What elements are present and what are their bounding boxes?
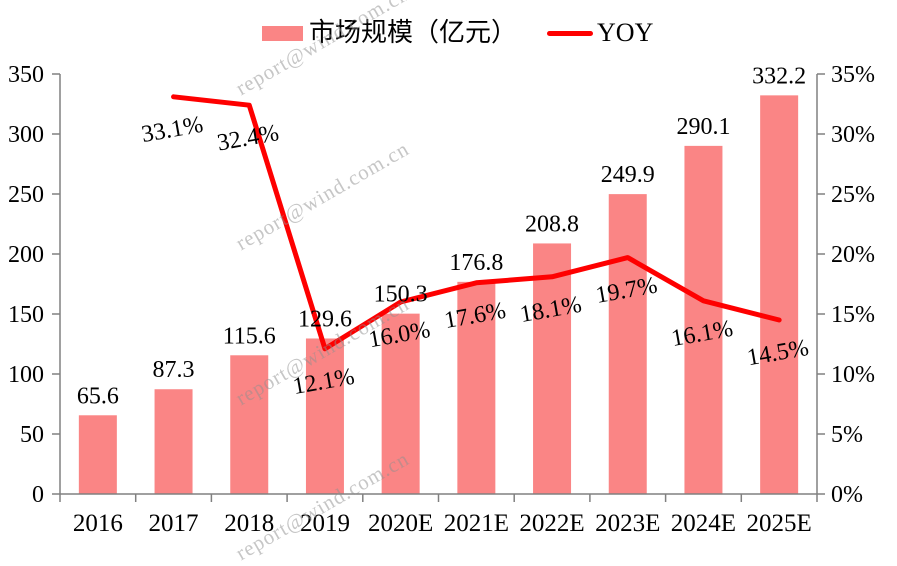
yoy-value-label: 16.0%	[367, 317, 433, 353]
bar-value-label: 87.3	[153, 357, 195, 383]
bar-2022E	[533, 243, 572, 494]
bar-value-label: 249.9	[601, 162, 655, 188]
right-axis-tick-label: 5%	[831, 422, 863, 448]
x-axis-tick-label: 2021E	[444, 510, 509, 537]
yoy-value-label: 16.1%	[669, 316, 735, 352]
left-axis-tick-label: 200	[8, 242, 44, 268]
yoy-value-label: 14.5%	[745, 335, 811, 371]
yoy-value-label: 17.6%	[442, 298, 508, 334]
legend-label-market-size: 市场规模（亿元）	[309, 18, 518, 47]
left-axis-tick-label: 150	[8, 302, 44, 328]
bar-2016	[78, 415, 117, 494]
legend-bar-swatch	[262, 25, 303, 41]
right-axis-tick-label: 25%	[831, 182, 875, 208]
left-axis-tick-label: 300	[8, 122, 44, 148]
x-axis-tick-label: 2022E	[519, 510, 584, 537]
right-axis-tick-label: 0%	[831, 482, 863, 508]
left-axis-tick-label: 350	[8, 62, 44, 88]
yoy-value-label: 32.4%	[215, 120, 281, 156]
bar-value-label: 208.8	[525, 211, 579, 237]
legend: 市场规模（亿元） YOY	[262, 16, 653, 50]
bar-value-label: 176.8	[449, 250, 503, 276]
left-axis-tick-label: 100	[8, 362, 44, 388]
bar-value-label: 150.3	[374, 282, 428, 308]
x-axis-tick-label: 2017	[149, 510, 199, 537]
right-axis-tick-label: 15%	[831, 302, 875, 328]
bar-2023E	[608, 194, 647, 494]
yoy-value-label: 12.1%	[291, 364, 357, 400]
bar-2017	[154, 389, 193, 494]
bar-2021E	[457, 281, 496, 494]
legend-line-swatch	[547, 30, 594, 36]
bar-2020E	[381, 313, 420, 494]
x-axis-tick-label: 2025E	[747, 510, 812, 537]
right-axis-tick-label: 35%	[831, 62, 875, 88]
bar-2018	[230, 355, 269, 494]
left-axis-tick-label: 50	[20, 422, 44, 448]
bar-value-label: 290.1	[676, 114, 730, 140]
legend-label-yoy: YOY	[597, 18, 654, 47]
bar-value-label: 129.6	[298, 306, 352, 332]
x-axis-tick-label: 2016	[73, 510, 123, 537]
right-axis-tick-label: 10%	[831, 362, 875, 388]
left-axis-tick-label: 250	[8, 182, 44, 208]
bar-value-label: 115.6	[223, 323, 276, 349]
x-axis-tick-label: 2020E	[368, 510, 433, 537]
yoy-value-label: 18.1%	[518, 292, 584, 328]
bar-2024E	[684, 145, 723, 494]
bar-value-label: 332.2	[752, 63, 806, 89]
bar-2019	[305, 338, 344, 494]
left-axis-tick-label: 0	[32, 482, 44, 508]
bar-value-label: 65.6	[77, 383, 119, 409]
right-axis-tick-label: 30%	[831, 122, 875, 148]
bar-2025E	[760, 95, 799, 495]
yoy-line	[171, 94, 782, 352]
x-axis-tick-label: 2023E	[595, 510, 660, 537]
right-axis-tick-label: 20%	[831, 242, 875, 268]
x-axis-tick-label: 2019	[300, 510, 350, 537]
yoy-value-label: 33.1%	[140, 112, 206, 148]
yoy-value-label: 19.7%	[594, 273, 660, 309]
x-axis-tick-label: 2018	[224, 510, 274, 537]
x-axis-tick-label: 2024E	[671, 510, 736, 537]
